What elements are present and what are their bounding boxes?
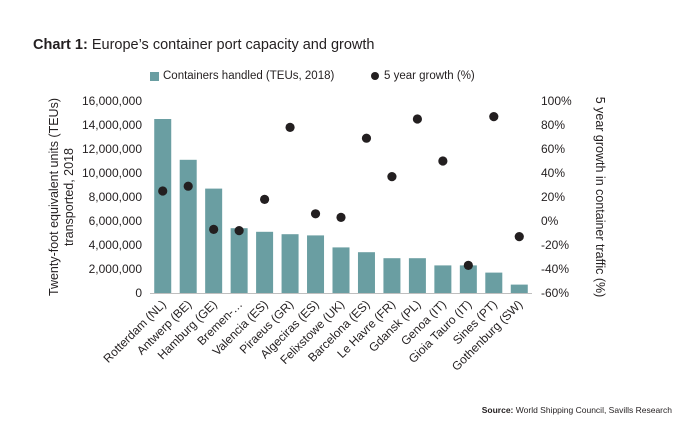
growth-point bbox=[412, 114, 422, 124]
growth-point bbox=[463, 260, 473, 270]
growth-point bbox=[361, 133, 372, 143]
y-right-tick-label: 60% bbox=[541, 142, 565, 156]
chart-title-label: Chart 1: bbox=[33, 37, 88, 53]
y-right-tick-label: 40% bbox=[541, 166, 565, 180]
legend-bar-label: Containers handled (TEUs, 2018) bbox=[163, 70, 335, 82]
y-left-tick-label: 4,000,000 bbox=[89, 238, 143, 252]
growth-point bbox=[209, 224, 219, 234]
y-right-tick-label: 20% bbox=[541, 190, 565, 204]
chart-title-text: Europe’s container port capacity and gro… bbox=[91, 37, 375, 53]
y-right-axis-title: 5 year growth in container traffic (%) bbox=[593, 97, 607, 298]
y-left-tick-label: 2,000,000 bbox=[89, 262, 143, 276]
bar bbox=[408, 258, 426, 293]
legend-item-dots: 5 year growth (%) bbox=[371, 70, 475, 82]
bar bbox=[154, 119, 172, 293]
y-left-tick-label: 8,000,000 bbox=[89, 190, 143, 204]
legend-bar-swatch bbox=[150, 71, 159, 81]
bar bbox=[485, 272, 503, 293]
growth-point bbox=[514, 232, 524, 242]
y-right-tick-label: -60% bbox=[541, 286, 569, 300]
growth-point bbox=[260, 194, 270, 204]
growth-point bbox=[234, 226, 244, 236]
y-left-axis-title-line2: transported, 2018 bbox=[62, 148, 76, 246]
y-left-tick-label: 12,000,000 bbox=[82, 142, 142, 156]
growth-point bbox=[387, 172, 397, 182]
bar bbox=[383, 258, 401, 293]
growth-point bbox=[489, 112, 499, 122]
y-right-tick-label: 0% bbox=[541, 214, 559, 228]
bar bbox=[179, 159, 197, 293]
bar bbox=[332, 247, 350, 293]
legend-item-bars: Containers handled (TEUs, 2018) bbox=[150, 70, 334, 82]
growth-point bbox=[183, 181, 193, 191]
y-left-tick-label: 10,000,000 bbox=[82, 166, 142, 180]
growth-point bbox=[438, 156, 448, 166]
growth-point bbox=[310, 209, 321, 219]
source-label: Source: bbox=[481, 405, 514, 415]
source-note: Source: World Shipping Council, Savills … bbox=[482, 405, 672, 415]
bar bbox=[459, 265, 477, 293]
chart-title: Chart 1: Europe’s container port capacit… bbox=[33, 37, 374, 53]
y-left-axis-title: Twenty-foot equivalent units (TEUs) bbox=[47, 98, 61, 296]
bar bbox=[434, 265, 452, 293]
growth-point bbox=[336, 212, 346, 222]
bar bbox=[205, 188, 223, 293]
bar bbox=[230, 228, 248, 293]
bar bbox=[510, 284, 528, 293]
y-right-tick-label: -20% bbox=[541, 238, 569, 252]
bar bbox=[281, 234, 299, 293]
y-left-tick-label: 6,000,000 bbox=[89, 214, 143, 228]
legend-dot-label: 5 year growth (%) bbox=[384, 70, 475, 82]
bar bbox=[256, 231, 274, 293]
y-right-tick-label: 80% bbox=[541, 118, 565, 132]
source-text: World Shipping Council, Savills Research bbox=[515, 405, 672, 415]
y-right-tick-label: -40% bbox=[541, 262, 569, 276]
bar bbox=[307, 235, 325, 293]
y-left-tick-label: 16,000,000 bbox=[82, 94, 142, 108]
growth-point bbox=[158, 186, 168, 196]
y-right-tick-label: 100% bbox=[541, 94, 572, 108]
legend-dot-marker bbox=[371, 72, 379, 80]
growth-point bbox=[285, 122, 295, 132]
y-left-tick-label: 0 bbox=[135, 286, 142, 300]
y-left-tick-label: 14,000,000 bbox=[82, 118, 142, 132]
bar bbox=[357, 252, 375, 293]
